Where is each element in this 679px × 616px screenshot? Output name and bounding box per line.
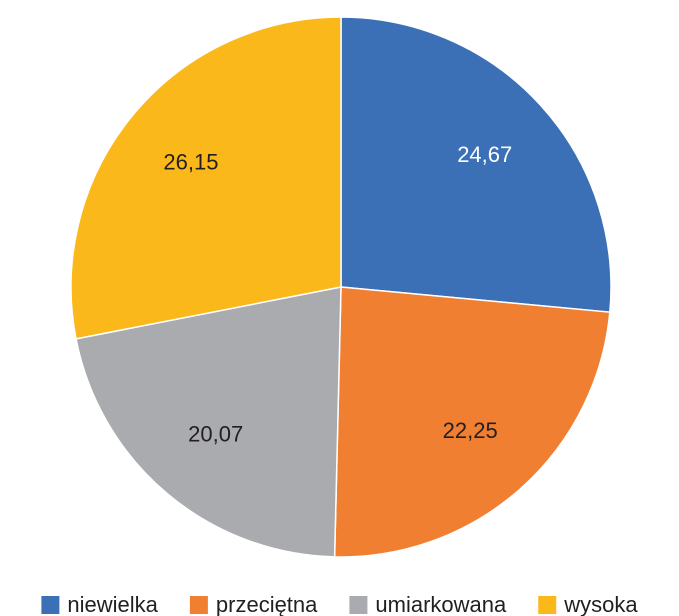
legend-swatch bbox=[349, 596, 368, 614]
data-label: 24,67 bbox=[457, 142, 512, 167]
data-label: 22,25 bbox=[443, 418, 498, 443]
pie-slice bbox=[70, 16, 342, 340]
legend-label: umiarkowana bbox=[375, 592, 507, 616]
data-label: 26,15 bbox=[163, 149, 218, 174]
pie-slice bbox=[75, 286, 342, 558]
legend-label: przeciętna bbox=[216, 592, 318, 616]
data-label: 20,07 bbox=[188, 421, 243, 446]
legend-swatch bbox=[538, 596, 557, 614]
pie-slice bbox=[340, 16, 612, 314]
legend-swatch bbox=[41, 596, 60, 614]
pie-slice bbox=[333, 286, 611, 558]
legend-label: wysoka bbox=[563, 592, 638, 616]
legend-label: niewielka bbox=[67, 592, 158, 616]
legend-swatch bbox=[189, 596, 208, 614]
